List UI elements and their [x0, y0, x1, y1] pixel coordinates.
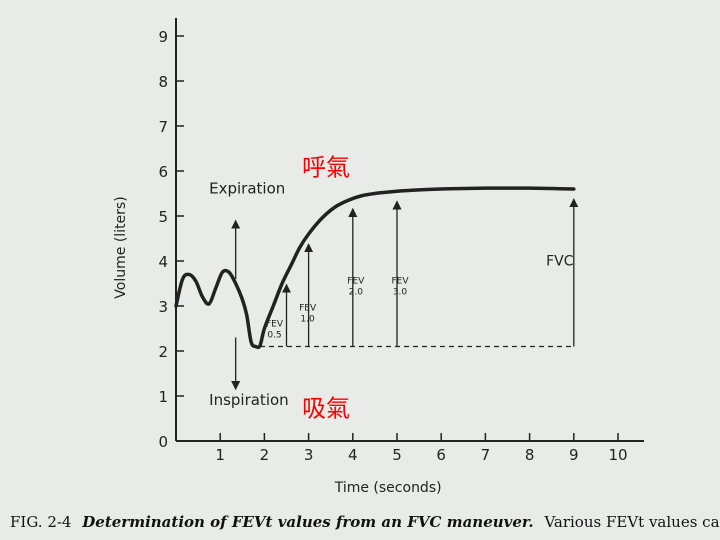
figure-caption: FIG. 2-4 Determination of FEVt values fr…	[10, 513, 720, 531]
exhale-annotation-cn: 呼氣	[302, 154, 350, 182]
y-tick-label: 9	[158, 28, 168, 46]
y-tick-label: 0	[158, 433, 168, 451]
x-tick-label: 5	[392, 446, 402, 464]
y-tick-label: 4	[158, 253, 168, 271]
fev-label-line1: FEV	[299, 304, 317, 314]
x-tick-label: 6	[436, 446, 446, 464]
inspiration-label: Inspiration	[209, 391, 289, 409]
y-tick-label: 1	[158, 388, 168, 406]
y-axis-label: Volume (liters)	[113, 196, 129, 298]
fev-label-line1: FEV	[266, 319, 284, 329]
caption-figure-number: FIG. 2-4	[10, 513, 72, 531]
caption-title: Determination of FEVt values from an FVC…	[82, 513, 534, 531]
y-tick-label: 2	[158, 343, 168, 361]
volume-time-curve	[174, 186, 576, 350]
fev-label-line2: 3.0	[393, 288, 408, 298]
x-tick-label: 7	[481, 446, 491, 464]
fev-label-line2: 2.0	[349, 288, 364, 298]
fev-label-line1: FEV	[391, 277, 409, 287]
spirometry-chart: 0 1 2 3 4 5 6 7 8 9 1 2 3 4 5 6 7 8 9 10 Time (seconds) Volum…	[113, 18, 644, 496]
x-tick-label: 10	[608, 446, 627, 464]
fev-label-line1: FEV	[347, 277, 365, 287]
expiration-label: Expiration	[209, 180, 285, 198]
fev-label-line2: 1.0	[300, 315, 315, 325]
y-tick-label: 5	[158, 208, 168, 226]
fvc-label: FVC	[546, 254, 574, 270]
x-tick-label: 9	[569, 446, 579, 464]
x-axis-label: Time (seconds)	[334, 480, 442, 496]
fev-label-line2: 0.5	[267, 330, 281, 340]
y-tick-label: 3	[158, 298, 168, 316]
y-tick-label: 7	[158, 118, 168, 136]
x-tick-label: 2	[260, 446, 270, 464]
y-tick-label: 6	[158, 163, 168, 181]
inhale-annotation-cn: 吸氣	[302, 394, 350, 422]
x-tick-label: 3	[304, 446, 314, 464]
caption-description: Various FEVt values can be measured fr	[544, 513, 720, 531]
y-tick-label: 8	[158, 73, 168, 91]
x-tick-label: 4	[348, 446, 358, 464]
x-tick-label: 8	[525, 446, 535, 464]
x-tick-label: 1	[215, 446, 225, 464]
